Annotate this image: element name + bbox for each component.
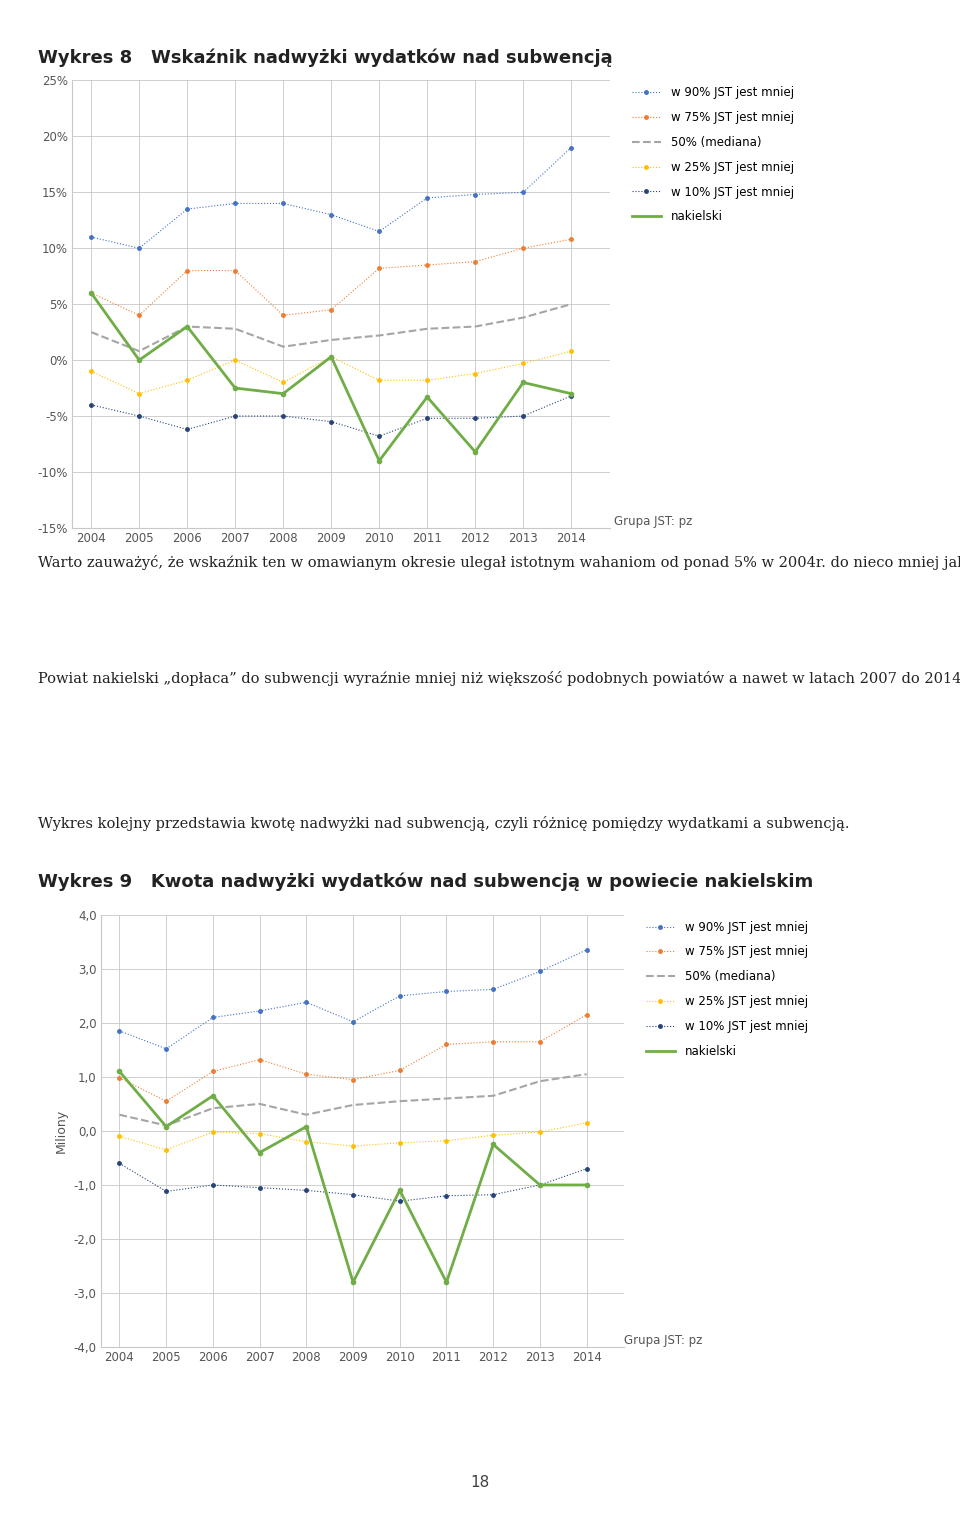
Text: Powiat nakielski „dopłaca” do subwencji wyraźnie mniej niż większość podobnych p: Powiat nakielski „dopłaca” do subwencji … [38, 671, 960, 686]
Text: Wykres 8   Wskaźnik nadwyżki wydatków nad subwencją: Wykres 8 Wskaźnik nadwyżki wydatków nad … [38, 49, 613, 67]
Legend: w 90% JST jest mniej, w 75% JST jest mniej, 50% (mediana), w 25% JST jest mniej,: w 90% JST jest mniej, w 75% JST jest mni… [632, 86, 794, 223]
Text: Warto zauważyć, że wskaźnik ten w omawianym okresie ulegał istotnym wahaniom od : Warto zauważyć, że wskaźnik ten w omawia… [38, 555, 960, 570]
Text: Wykres kolejny przedstawia kwotę nadwyżki nad subwencją, czyli różnicę pomiędzy : Wykres kolejny przedstawia kwotę nadwyżk… [38, 816, 850, 831]
Text: 18: 18 [470, 1475, 490, 1490]
Legend: w 90% JST jest mniej, w 75% JST jest mniej, 50% (mediana), w 25% JST jest mniej,: w 90% JST jest mniej, w 75% JST jest mni… [645, 921, 807, 1057]
Text: Wykres 9   Kwota nadwyżki wydatków nad subwencją w powiecie nakielskim: Wykres 9 Kwota nadwyżki wydatków nad sub… [38, 872, 814, 890]
Text: Grupa JST: pz: Grupa JST: pz [614, 514, 693, 528]
Y-axis label: Miliony: Miliony [55, 1109, 68, 1153]
Text: Grupa JST: pz: Grupa JST: pz [624, 1333, 703, 1347]
